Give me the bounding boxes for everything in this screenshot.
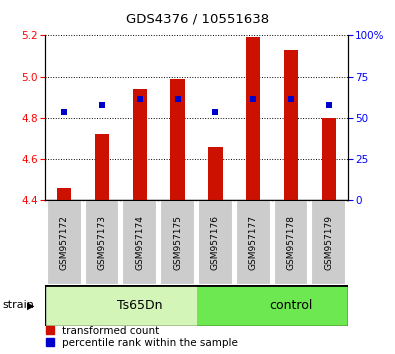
Point (99, 103, 105, 108)
Bar (133, 89, 147, 200)
Bar (236, 200, 271, 285)
Bar (45, 285, 197, 326)
Text: GSM957176: GSM957176 (211, 215, 220, 270)
Text: GSM957179: GSM957179 (324, 215, 333, 270)
Bar (274, 200, 308, 285)
Point (325, 103, 332, 108)
Text: GDS4376 / 10551638: GDS4376 / 10551638 (126, 12, 269, 25)
Bar (122, 200, 157, 285)
Bar (85, 200, 119, 285)
Bar (284, 50, 298, 200)
Bar (171, 79, 185, 200)
Point (175, 96, 181, 102)
Point (137, 96, 143, 102)
Bar (208, 147, 222, 200)
Bar (197, 285, 348, 326)
Bar (311, 200, 346, 285)
Text: strain: strain (2, 300, 34, 310)
Point (212, 109, 218, 114)
Bar (322, 118, 336, 200)
Point (61, 109, 68, 114)
Bar (47, 200, 82, 285)
Point (250, 96, 256, 102)
Bar (160, 200, 195, 285)
Text: GSM957178: GSM957178 (286, 215, 295, 270)
Bar (57, 188, 71, 200)
Point (288, 96, 294, 102)
Text: GSM957177: GSM957177 (249, 215, 258, 270)
Text: GSM957174: GSM957174 (135, 215, 144, 270)
Bar (246, 38, 260, 200)
Text: GSM957173: GSM957173 (98, 215, 107, 270)
Bar (95, 134, 109, 200)
Text: ▶: ▶ (27, 300, 34, 310)
Text: GSM957172: GSM957172 (60, 215, 69, 270)
Text: Ts65Dn: Ts65Dn (117, 299, 163, 312)
Bar (198, 200, 233, 285)
Text: control: control (269, 299, 312, 312)
Legend: transformed count, percentile rank within the sample: transformed count, percentile rank withi… (45, 325, 239, 349)
Text: GSM957175: GSM957175 (173, 215, 182, 270)
